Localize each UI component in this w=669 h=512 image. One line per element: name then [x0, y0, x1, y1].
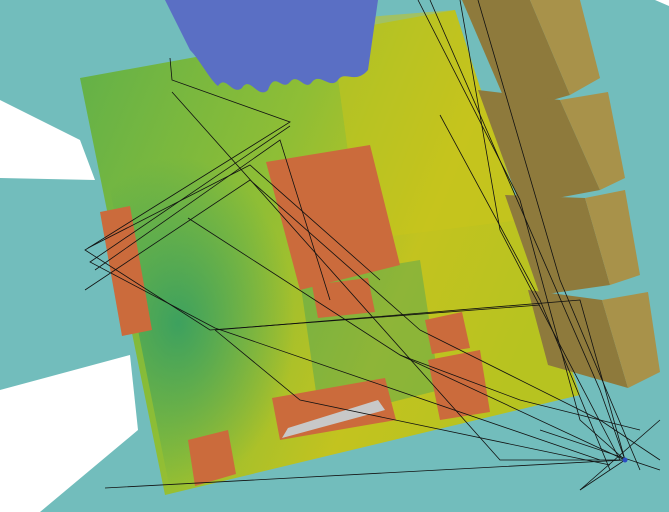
- component-vertical-connector[interactable]: [100, 206, 152, 336]
- ray-path: [87, 164, 381, 281]
- background-wedge-left-bottom: [0, 355, 138, 512]
- background-wedge-right: [655, 0, 669, 6]
- ray-path: [94, 139, 331, 301]
- component-bottom-left-block[interactable]: [188, 430, 236, 486]
- ray-path: [214, 329, 611, 466]
- blue-cable-shield[interactable]: [165, 0, 378, 93]
- ray-path: [459, 0, 621, 461]
- component-small-right-2[interactable]: [428, 350, 490, 420]
- heatsink-fin-2-side: [478, 90, 600, 205]
- ray-path: [214, 299, 626, 461]
- ray-path: [417, 0, 626, 461]
- heatsink-fin-3-side: [505, 195, 610, 295]
- ray-source-marker[interactable]: [622, 457, 628, 463]
- ray-path: [419, 329, 661, 461]
- ray-path: [171, 91, 625, 461]
- heatsink-fin-4-front: [602, 292, 660, 388]
- ray-path: [539, 429, 661, 471]
- heatsink-fin-1-front: [530, 0, 600, 95]
- heatsink-fin-3-front: [585, 190, 640, 285]
- ray-path: [579, 419, 661, 491]
- heatsink-fin-1-side: [462, 0, 570, 112]
- background-wedge-left-top: [0, 100, 95, 180]
- ray-path: [89, 125, 601, 461]
- ray-path: [429, 0, 626, 461]
- ray-paths: [84, 0, 661, 491]
- heatsink-fin-2-front: [560, 92, 625, 190]
- ray-path: [84, 179, 421, 331]
- ray-path: [477, 0, 641, 471]
- component-small-right-1[interactable]: [425, 312, 470, 354]
- connector-pin-strip: [282, 400, 385, 438]
- component-large-chip[interactable]: [266, 145, 400, 290]
